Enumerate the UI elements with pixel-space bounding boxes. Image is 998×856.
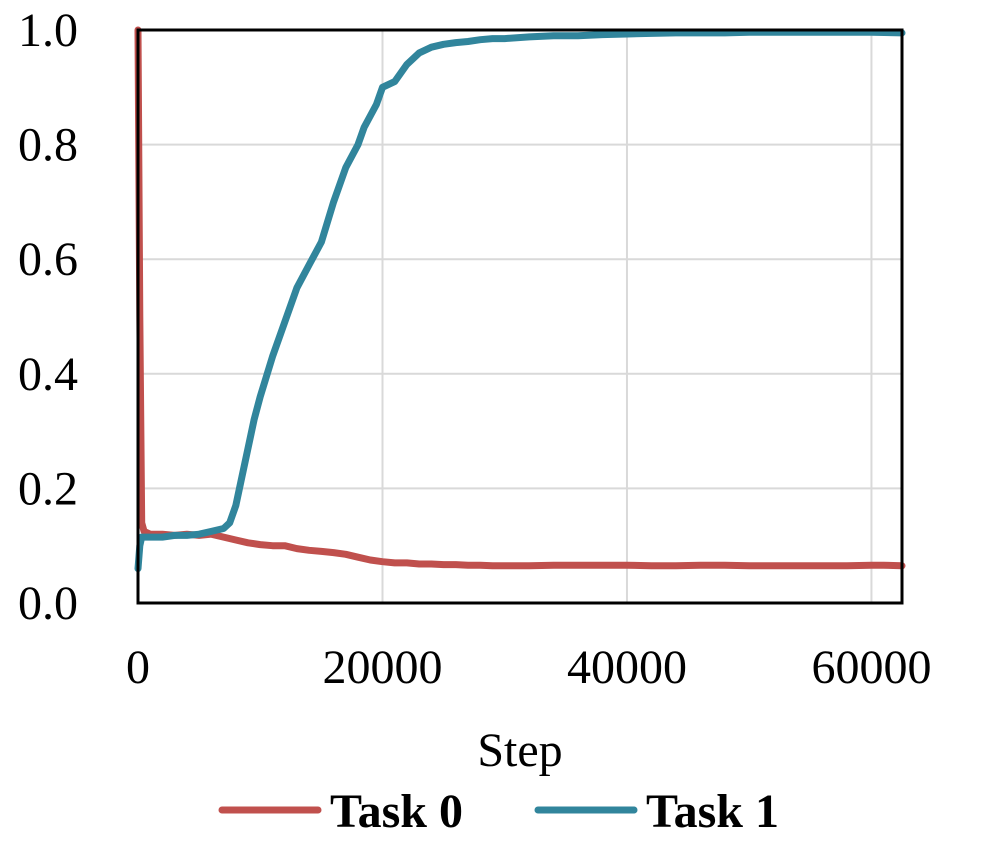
legend-label: Task 1 [646, 785, 779, 838]
x-axis-title: Step [477, 724, 562, 777]
y-tick-label: 0.0 [18, 577, 78, 630]
legend: Task 0 Task 1 [218, 785, 779, 838]
x-tick-label: 20000 [322, 641, 442, 694]
y-tick-label: 0.6 [18, 233, 78, 286]
y-tick-label: 0.2 [18, 462, 78, 515]
x-axis-ticks: 0 20000 40000 60000 [126, 641, 931, 694]
series-line-task-1 [134, 28, 906, 573]
x-tick-label: 40000 [567, 641, 687, 694]
y-tick-label: 1.0 [18, 4, 78, 57]
x-tick-label: 0 [126, 641, 150, 694]
series-lines [134, 26, 906, 573]
x-tick-label: 60000 [811, 641, 931, 694]
legend-label: Task 0 [330, 785, 463, 838]
y-tick-label: 0.4 [18, 348, 78, 401]
y-tick-label: 0.8 [18, 119, 78, 172]
grid-lines [138, 30, 902, 603]
plot-area-frame [136, 28, 904, 605]
y-axis-ticks: 0.0 0.2 0.4 0.6 0.8 1.0 [18, 4, 78, 630]
series-line-task-0 [134, 26, 906, 570]
